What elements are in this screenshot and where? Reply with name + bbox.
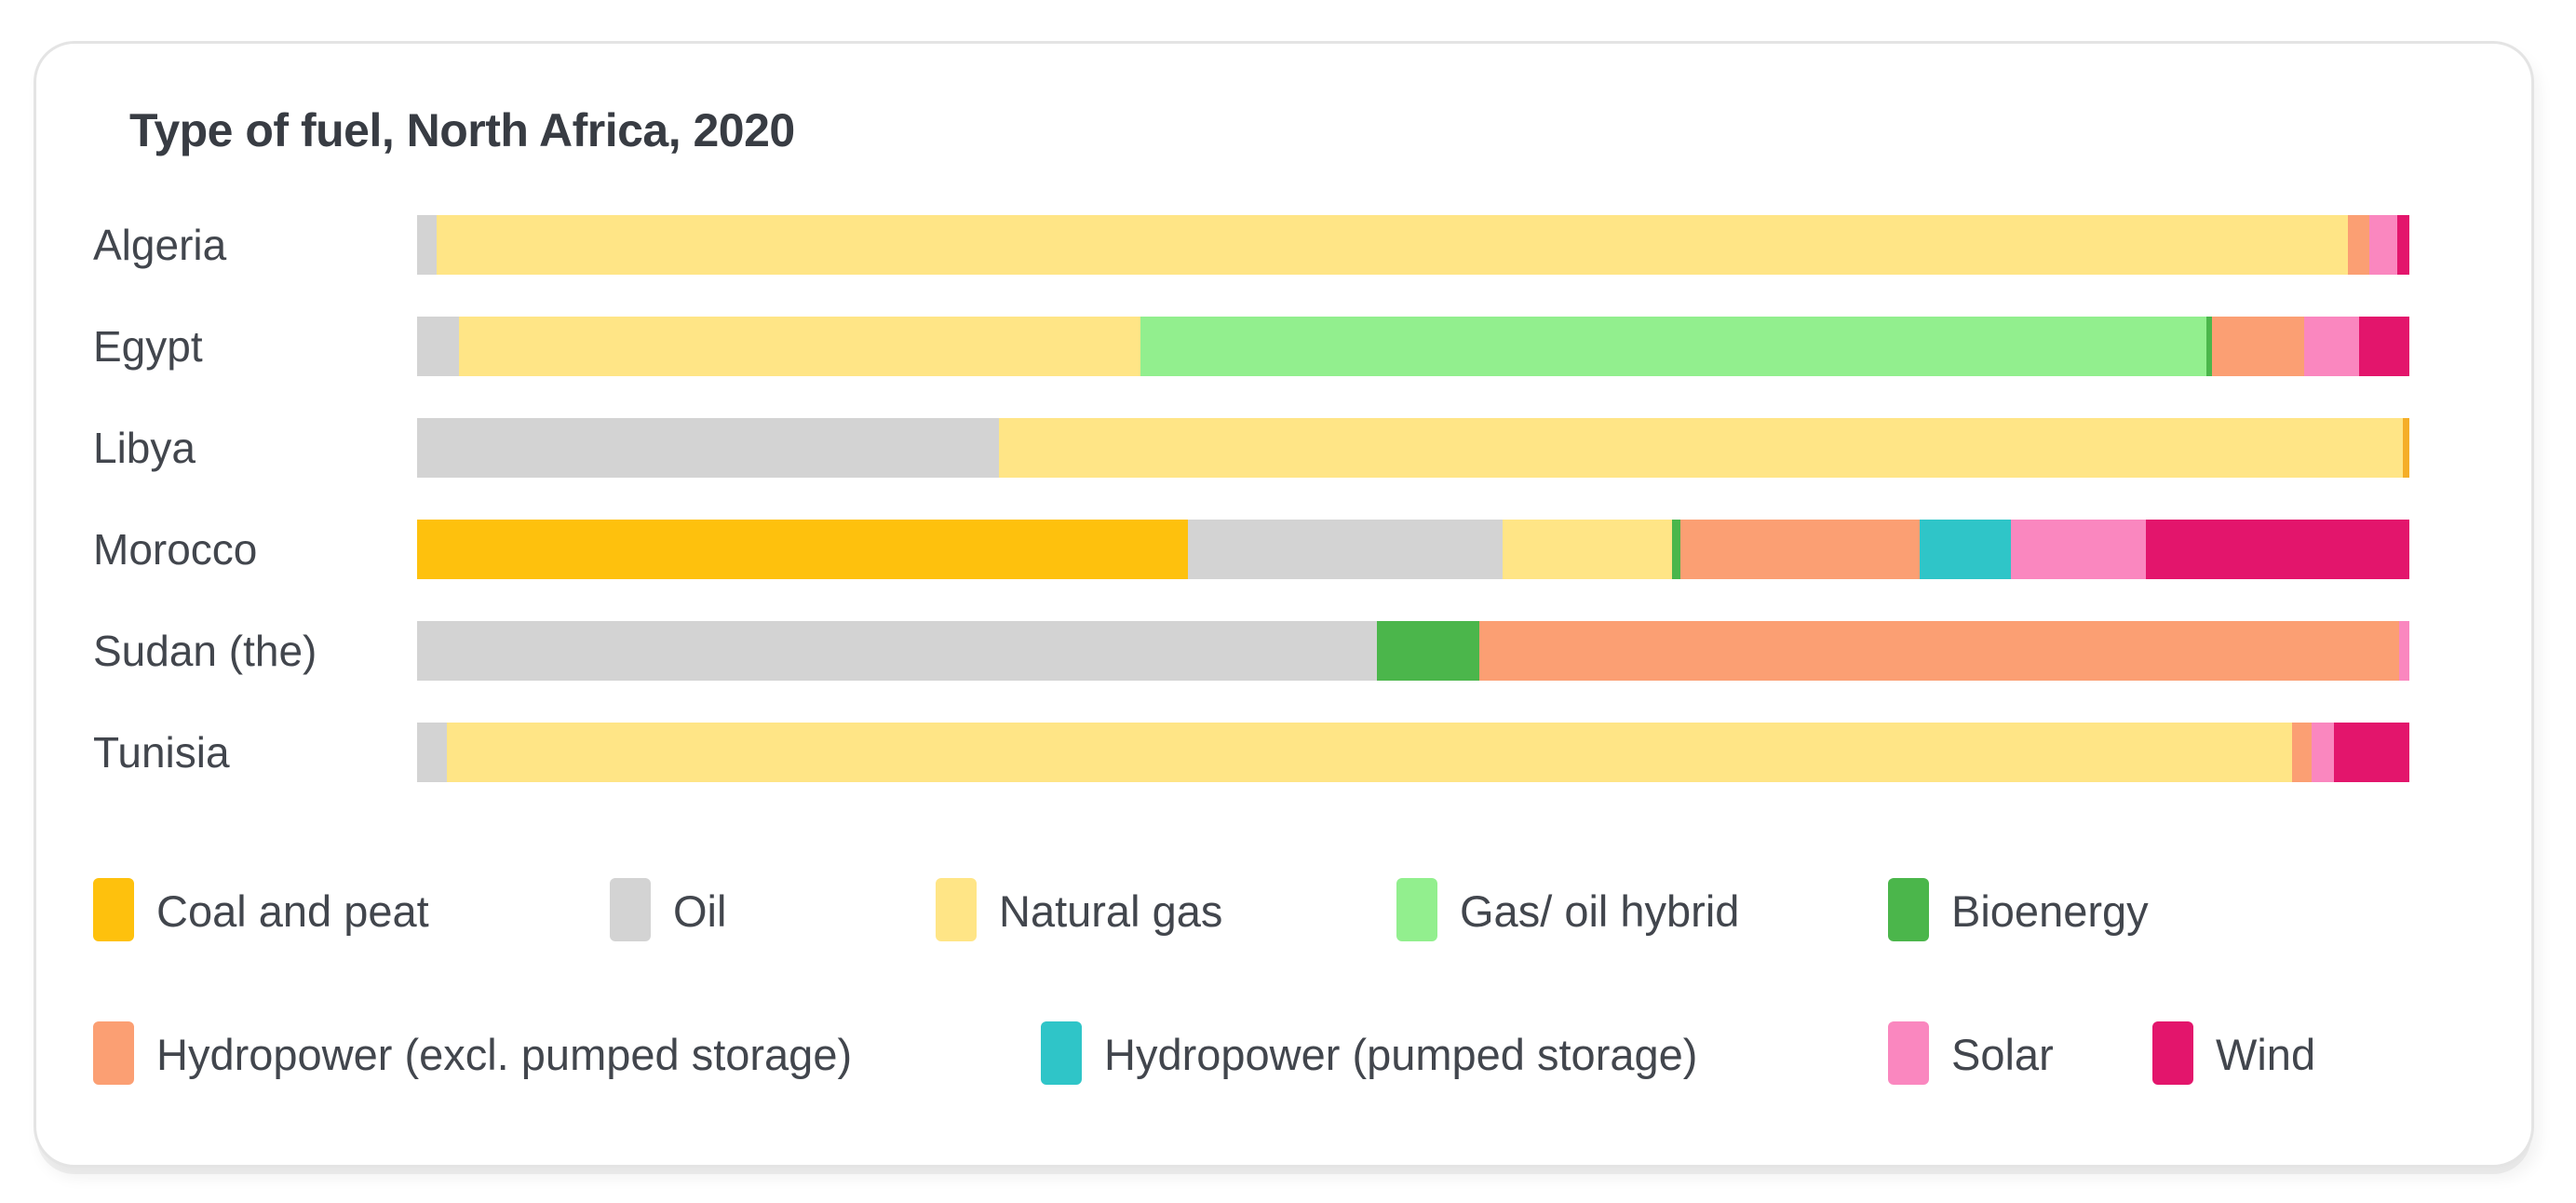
bar-segment-bioenergy bbox=[1672, 520, 1680, 579]
legend-label-wind: Wind bbox=[2216, 1030, 2316, 1079]
bar-segment-hydropower-excl-pumped-storage bbox=[2291, 723, 2313, 782]
chart-card: Type of fuel, North Africa, 2020 bbox=[34, 41, 2534, 1168]
legend-row-2: Hydropower (excl. pumped storage) Hydropo… bbox=[0, 1021, 2576, 1088]
bar-segment-solar bbox=[2312, 723, 2334, 782]
bar-segment-coal-and-peat bbox=[417, 520, 1189, 579]
bar-segment-solar bbox=[2399, 621, 2409, 681]
bar-segment-oil bbox=[1188, 520, 1504, 579]
bar-segment-solar bbox=[2303, 317, 2360, 376]
country-label-sudan-the: Sudan (the) bbox=[93, 627, 317, 675]
legend-swatch-bioenergy bbox=[1888, 878, 1929, 941]
legend-item-coal-and-peat: Coal and peat bbox=[93, 878, 429, 944]
bar-segment-wind bbox=[2146, 520, 2409, 579]
bar-segment-wind bbox=[2397, 215, 2409, 275]
legend-item-natural-gas: Natural gas bbox=[936, 878, 1223, 944]
legend-label-natural-gas: Natural gas bbox=[999, 886, 1223, 936]
chart-row-sudan-the: Sudan (the) bbox=[0, 621, 2576, 681]
bar-segment-natural-gas bbox=[998, 418, 2409, 478]
country-label-algeria: Algeria bbox=[93, 221, 227, 269]
chart-row-tunisia: Tunisia bbox=[0, 723, 2576, 782]
bar-sudan-the bbox=[417, 621, 2409, 681]
bar-segment-wind bbox=[2333, 723, 2409, 782]
legend-label-bioenergy: Bioenergy bbox=[1951, 886, 2149, 936]
legend-item-hydropower-pumped-storage: Hydropower (pumped storage) bbox=[1041, 1021, 1698, 1088]
bar-segment-oil bbox=[417, 723, 448, 782]
legend-swatch-wind bbox=[2152, 1021, 2193, 1085]
bar-segment-bioenergy bbox=[1377, 621, 1479, 681]
bar-tunisia bbox=[417, 723, 2409, 782]
legend-item-oil: Oil bbox=[610, 878, 727, 944]
country-label-morocco: Morocco bbox=[93, 525, 258, 574]
bar-segment-wind bbox=[2359, 317, 2409, 376]
legend-swatch-oil bbox=[610, 878, 651, 941]
legend-row-1: Coal and peat Oil Natural gas Gas/ oil hybr… bbox=[0, 878, 2576, 944]
legend-item-gas-oil-hybrid: Gas/ oil hybrid bbox=[1396, 878, 1740, 944]
legend-label-coal-and-peat: Coal and peat bbox=[156, 886, 429, 936]
legend-item-hydropower-excl-pumped-storage: Hydropower (excl. pumped storage) bbox=[93, 1021, 853, 1088]
bar-egypt bbox=[417, 317, 2409, 376]
chart-row-algeria: Algeria bbox=[0, 215, 2576, 275]
bar-segment-hydropower-excl-pumped-storage bbox=[2212, 317, 2304, 376]
legend-swatch-coal-and-peat bbox=[93, 878, 134, 941]
bar-segment-oil bbox=[417, 215, 438, 275]
legend-swatch-hydropower-pumped-storage bbox=[1041, 1021, 1082, 1085]
legend-swatch-hydropower-excl-pumped-storage bbox=[93, 1021, 134, 1085]
legend-label-hydropower-excl-pumped-storage: Hydropower (excl. pumped storage) bbox=[156, 1030, 853, 1079]
country-label-egypt: Egypt bbox=[93, 322, 203, 371]
bar-morocco bbox=[417, 520, 2409, 579]
bar-segment-hydropower-excl-pumped-storage bbox=[1679, 520, 1920, 579]
bar-segment-solar bbox=[2369, 215, 2398, 275]
legend-swatch-natural-gas bbox=[936, 878, 977, 941]
bar-segment-oil bbox=[417, 621, 1378, 681]
chart-row-morocco: Morocco bbox=[0, 520, 2576, 579]
legend-swatch-solar bbox=[1888, 1021, 1929, 1085]
legend-swatch-gas-oil-hybrid bbox=[1396, 878, 1437, 941]
bar-segment-oil bbox=[417, 418, 999, 478]
legend-item-wind: Wind bbox=[2152, 1021, 2316, 1088]
bar-segment-solar bbox=[2010, 520, 2147, 579]
country-label-libya: Libya bbox=[93, 424, 196, 472]
country-label-tunisia: Tunisia bbox=[93, 728, 230, 777]
bar-segment-oil bbox=[417, 317, 459, 376]
legend-label-solar: Solar bbox=[1951, 1030, 2054, 1079]
chart-title: Type of fuel, North Africa, 2020 bbox=[129, 104, 795, 156]
bar-segment-hydropower-excl-pumped-storage bbox=[2347, 215, 2370, 275]
bar-libya bbox=[417, 418, 2409, 478]
legend-label-gas-oil-hybrid: Gas/ oil hybrid bbox=[1460, 886, 1740, 936]
bar-algeria bbox=[417, 215, 2409, 275]
bar-segment-hydropower-excl-pumped-storage bbox=[1478, 621, 2400, 681]
bar-segment-natural-gas bbox=[437, 215, 2348, 275]
legend-label-oil: Oil bbox=[673, 886, 727, 936]
bar-segment-natural-gas bbox=[1503, 520, 1673, 579]
bar-segment-hydropower-pumped-storage bbox=[1919, 520, 2011, 579]
legend-label-hydropower-pumped-storage: Hydropower (pumped storage) bbox=[1104, 1030, 1698, 1079]
legend-item-solar: Solar bbox=[1888, 1021, 2054, 1088]
chart-row-libya: Libya bbox=[0, 418, 2576, 478]
legend-item-bioenergy: Bioenergy bbox=[1888, 878, 2149, 944]
bar-segment-natural-gas bbox=[458, 317, 1140, 376]
bar-segment-natural-gas bbox=[447, 723, 2292, 782]
bar-segment-gas-oil-hybrid bbox=[1140, 317, 2206, 376]
bar-segment-bioenergy bbox=[2205, 317, 2213, 376]
chart-row-egypt: Egypt bbox=[0, 317, 2576, 376]
